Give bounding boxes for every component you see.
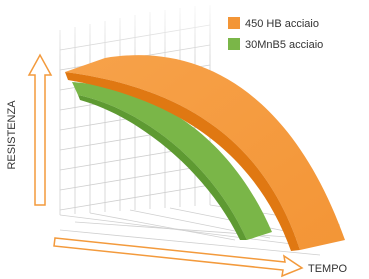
x-axis-label: TEMPO bbox=[308, 263, 348, 275]
y-axis-label: RESISTENZA bbox=[6, 100, 18, 170]
legend-label: 450 HB acciaio bbox=[245, 18, 319, 30]
x-axis-arrow bbox=[54, 238, 302, 276]
chart: RESISTENZA TEMPO 450 HB acciaio 30MnB5 a… bbox=[0, 0, 369, 279]
legend-swatch bbox=[228, 38, 240, 50]
legend-label: 30MnB5 acciaio bbox=[245, 39, 323, 51]
legend-swatch bbox=[228, 17, 240, 29]
